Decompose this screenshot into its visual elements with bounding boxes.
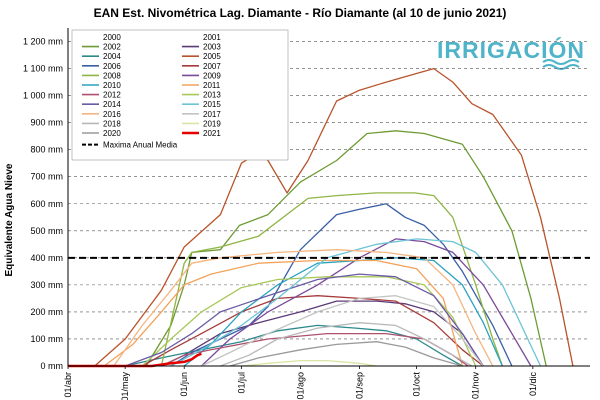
legend-label: 2016	[103, 110, 121, 119]
y-tick-label: 700 mm	[30, 172, 63, 182]
series-line	[113, 249, 494, 367]
brand-waves	[542, 59, 580, 70]
legend-label: 2015	[203, 100, 221, 109]
brand-wave	[542, 59, 580, 65]
series-layer	[68, 67, 574, 368]
y-tick-label: 1 100 mm	[23, 64, 63, 74]
y-tick-label: 100 mm	[30, 334, 63, 344]
x-tick-label: 01/ago	[295, 372, 305, 400]
legend-label: 2003	[203, 43, 221, 52]
y-axis-label: Equivalente Agua Nieve	[4, 163, 15, 276]
legend-box	[71, 29, 289, 161]
legend-label: 2017	[203, 110, 221, 119]
legend-label: 2000	[103, 33, 121, 42]
y-tick-label: 1 200 mm	[23, 37, 63, 47]
series-line	[170, 203, 513, 367]
series-line	[241, 359, 377, 367]
y-tick-label: 800 mm	[30, 145, 63, 155]
legend-label: Maxima Anual Media	[103, 141, 178, 150]
legend-label: 2013	[203, 91, 221, 100]
x-tick-label: 01/jun	[179, 372, 189, 397]
series-line	[103, 259, 464, 367]
x-tick-label: 01/oct	[412, 372, 422, 397]
series-line	[220, 322, 473, 367]
x-tick-label: 01/dic	[528, 372, 538, 397]
series-line	[170, 238, 542, 367]
series-line	[125, 324, 463, 367]
legend-label: 2012	[103, 91, 121, 100]
legend-label: 2005	[203, 52, 221, 61]
legend-label: 2021	[203, 129, 221, 138]
legend-label: 2019	[203, 119, 221, 128]
series-line	[94, 67, 574, 367]
y-tick-label: 200 mm	[30, 307, 63, 317]
legend-label: 2006	[103, 62, 121, 71]
legend-label: 2020	[103, 129, 121, 138]
chart-title: EAN Est. Nivométrica Lag. Diamante - Río…	[94, 6, 507, 20]
legend-label: 2004	[103, 52, 121, 61]
legend-label: 2014	[103, 100, 121, 109]
y-tick-label: 500 mm	[30, 226, 63, 236]
legend-label: 2018	[103, 119, 121, 128]
y-tick-label: 1 000 mm	[23, 91, 63, 101]
y-tick-label: 900 mm	[30, 118, 63, 128]
series-line	[141, 295, 484, 367]
x-tick-label: 01/nov	[471, 372, 481, 400]
legend-label: 2007	[203, 62, 221, 71]
x-tick-label: 01/abr	[63, 372, 73, 398]
series-line	[200, 238, 532, 367]
legend-label: 2008	[103, 71, 121, 80]
legend-label: 2009	[203, 71, 221, 80]
x-tick-label: 01/sep	[354, 372, 364, 399]
brand-logo: IRRIGACIÓN	[437, 36, 585, 63]
series-line	[124, 273, 484, 367]
series-line	[201, 295, 484, 367]
y-tick-label: 400 mm	[30, 253, 63, 263]
series-line	[161, 300, 484, 367]
x-tick-label: 01/jul	[236, 372, 246, 394]
legend-label: 2010	[103, 81, 121, 90]
legend: 2000 2001 2002 2003 2004 2005 2006 2007 2008 2009…	[71, 29, 289, 161]
series-line	[229, 341, 463, 367]
brand-wave	[542, 64, 580, 70]
y-tick-label: 0 mm	[41, 361, 64, 371]
legend-label: 2002	[103, 43, 121, 52]
y-tick-label: 600 mm	[30, 199, 63, 209]
axes: 0 mm 100 mm 200 mm 300 mm 400 mm 500 mm 600 mm…	[23, 28, 590, 400]
y-tick-label: 300 mm	[30, 280, 63, 290]
x-tick-label: 01/may	[120, 372, 130, 400]
legend-label: 2011	[203, 81, 221, 90]
legend-label: 2001	[203, 33, 221, 42]
